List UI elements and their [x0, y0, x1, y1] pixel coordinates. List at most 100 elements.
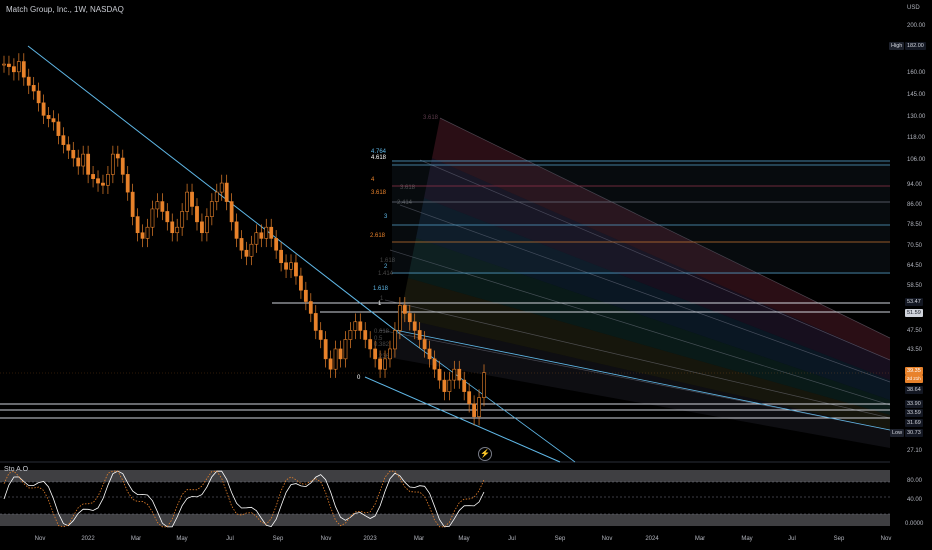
candle: [472, 403, 477, 417]
fib-fan-line: [384, 299, 891, 419]
fib-label: 0.382: [374, 342, 390, 348]
candle: [101, 182, 105, 186]
candle: [190, 191, 194, 207]
fib-fan-band: [392, 318, 890, 448]
fib-fan-line: [439, 117, 891, 339]
candle: [200, 221, 204, 234]
candle: [442, 379, 447, 392]
candle: [125, 174, 130, 193]
candle: [397, 305, 402, 331]
candle: [244, 249, 249, 257]
candle: [71, 149, 76, 159]
level-badge: 33.90: [905, 400, 923, 408]
candle: [279, 249, 284, 264]
bar-countdown-badge: 2d 21h: [905, 375, 923, 383]
stoch-tick: 0.0000: [905, 521, 924, 527]
candle: [422, 339, 427, 350]
candle: [363, 330, 368, 340]
price-tick: 118.00: [907, 135, 925, 141]
fib-label: 3.618: [400, 185, 416, 191]
candle: [284, 262, 288, 270]
trend-line: [27, 45, 396, 331]
candle: [308, 301, 313, 314]
candle: [16, 61, 21, 73]
current-price-badge: 39.35: [905, 367, 923, 375]
fib-fan-line: [419, 159, 891, 361]
candle: [51, 118, 56, 123]
candle: [328, 358, 333, 370]
candle: [155, 201, 160, 210]
stoch-d-line: [3, 470, 485, 528]
trend-line: [394, 329, 891, 431]
candle: [115, 153, 120, 159]
fib-label: 1.618: [373, 286, 389, 292]
candle: [7, 63, 11, 67]
candle: [249, 243, 254, 257]
indicator-title[interactable]: Sto A.O: [4, 466, 29, 473]
fib-label: 1.414: [378, 271, 394, 277]
candle: [402, 305, 407, 314]
candle: [269, 226, 274, 239]
candle: [170, 221, 175, 234]
fib-fan-band: [432, 118, 890, 360]
price-tick: 43.50: [907, 347, 923, 353]
stoch-tick: 80.00: [907, 478, 923, 484]
candle: [180, 211, 185, 228]
time-tick: May: [176, 536, 188, 542]
fib-label: 4.764: [371, 149, 387, 155]
candle: [31, 85, 36, 92]
candle: [229, 201, 234, 223]
candle: [299, 275, 303, 291]
time-tick: 2024: [645, 536, 659, 542]
lightning-icon[interactable]: ⚡: [478, 447, 492, 461]
candle: [175, 226, 180, 234]
time-tick: Jul: [788, 536, 796, 542]
price-tick: 106.00: [907, 157, 926, 163]
time-tick: Sep: [554, 536, 566, 542]
candle: [477, 397, 481, 417]
candle: [348, 330, 353, 340]
candle: [417, 330, 422, 340]
fib-label: 0: [357, 375, 361, 381]
candle: [407, 313, 412, 323]
candle: [234, 221, 239, 239]
price-tick: 58.50: [907, 283, 923, 289]
level-badge: 53.47: [905, 298, 923, 306]
candle: [318, 330, 323, 340]
candle: [2, 63, 6, 66]
price-tick: 145.00: [907, 92, 926, 98]
candle: [110, 153, 115, 175]
currency-label: USD: [907, 5, 920, 11]
fib-label: 2.618: [370, 233, 386, 239]
fib-fan-line: [399, 204, 891, 383]
candle: [11, 66, 16, 73]
candle: [333, 348, 338, 370]
candle: [289, 262, 293, 270]
fib-zone: [392, 161, 890, 273]
low-label-badge: Low: [890, 429, 905, 437]
fib-fan-band: [424, 158, 890, 380]
candle: [254, 232, 259, 245]
fib-label: 0.618: [374, 329, 390, 335]
candle: [61, 135, 66, 145]
candle: [219, 182, 224, 193]
level-badge: 51.59: [905, 309, 923, 317]
candle: [81, 153, 86, 167]
level-badge: 33.59: [905, 409, 923, 417]
level-badge: 31.69: [905, 419, 923, 427]
symbol-title[interactable]: Match Group, Inc., 1W, NASDAQ: [6, 5, 124, 14]
candle: [427, 348, 432, 360]
price-tick: 64.50: [907, 263, 923, 269]
candle: [86, 153, 91, 175]
candle: [452, 368, 457, 381]
time-tick: May: [741, 536, 753, 542]
fib-label: 2: [384, 264, 388, 270]
time-tick: Nov: [34, 536, 46, 542]
candle: [160, 201, 165, 212]
price-tick: 94.00: [907, 182, 923, 188]
time-tick: Sep: [272, 536, 284, 542]
level-badge: 38.64: [905, 386, 923, 394]
fib-label: 1: [378, 301, 382, 307]
